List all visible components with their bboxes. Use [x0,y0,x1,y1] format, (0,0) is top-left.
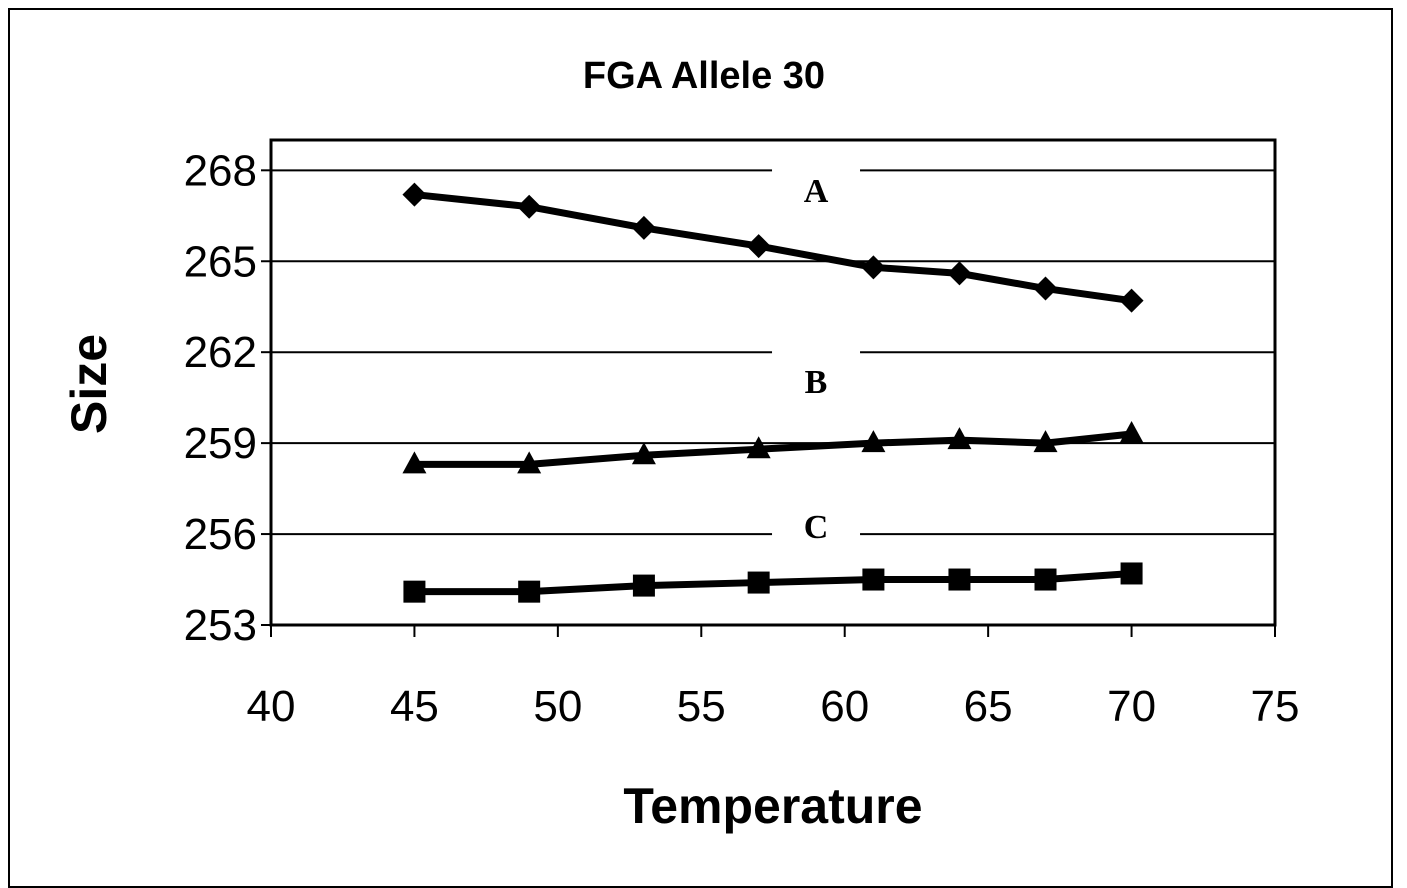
data-point [403,580,426,603]
series-label-C: C [804,509,829,546]
data-point [1033,430,1058,453]
data-point [518,580,541,603]
data-point [517,194,542,219]
series-group [402,182,1144,603]
y-tick-label: 253 [184,601,257,650]
y-tick-label: 265 [184,237,257,286]
series-line [414,191,1133,305]
data-point [861,255,886,280]
series-line [414,569,1132,596]
x-tick-label: 50 [533,682,582,731]
data-point [861,430,886,453]
data-point [746,234,771,259]
series-labels: A B C [772,158,861,546]
y-tick-label: 262 [184,328,257,377]
data-point [631,215,656,240]
data-point [1119,421,1144,444]
series-label-bg [772,494,861,540]
data-point [402,182,427,207]
chart-frame [8,8,1393,888]
series-B [402,421,1144,474]
data-point [746,436,771,459]
x-tick-label: 45 [390,682,439,731]
x-tick-label: 70 [1107,682,1156,731]
x-tick-label: 55 [677,682,726,731]
data-point [631,442,656,465]
series-label-B: B [805,364,828,401]
y-tick-label: 256 [184,510,257,559]
y-tick-label: 268 [184,146,257,195]
data-point [1119,288,1144,313]
series-line [414,430,1132,468]
chart-title: FGA Allele 30 [583,55,825,97]
data-point [948,568,971,591]
series-label-A: A [804,173,829,210]
series-label-bg [772,158,861,204]
data-point [1120,562,1143,585]
axes: 253 256 259 262 265 268 40 45 50 55 60 65 70 75 [184,146,1300,731]
data-point [1034,568,1057,591]
data-point [747,571,770,594]
data-point [517,451,542,474]
y-axis-label: Size [61,334,117,434]
data-point [947,261,972,286]
y-tick-label: 259 [184,419,257,468]
data-point [947,427,972,450]
x-tick-label: 75 [1251,682,1300,731]
data-point [402,451,427,474]
data-point [632,574,655,597]
series-A [402,182,1144,313]
data-point [1033,276,1058,301]
x-tick-label: 60 [820,682,869,731]
x-tick-label: 40 [247,682,296,731]
series-label-bg [772,349,861,395]
data-point [862,568,885,591]
series-C [403,562,1143,603]
plot-area [269,138,1277,627]
x-axis-label: Temperature [623,778,922,834]
x-tick-label: 65 [964,682,1013,731]
